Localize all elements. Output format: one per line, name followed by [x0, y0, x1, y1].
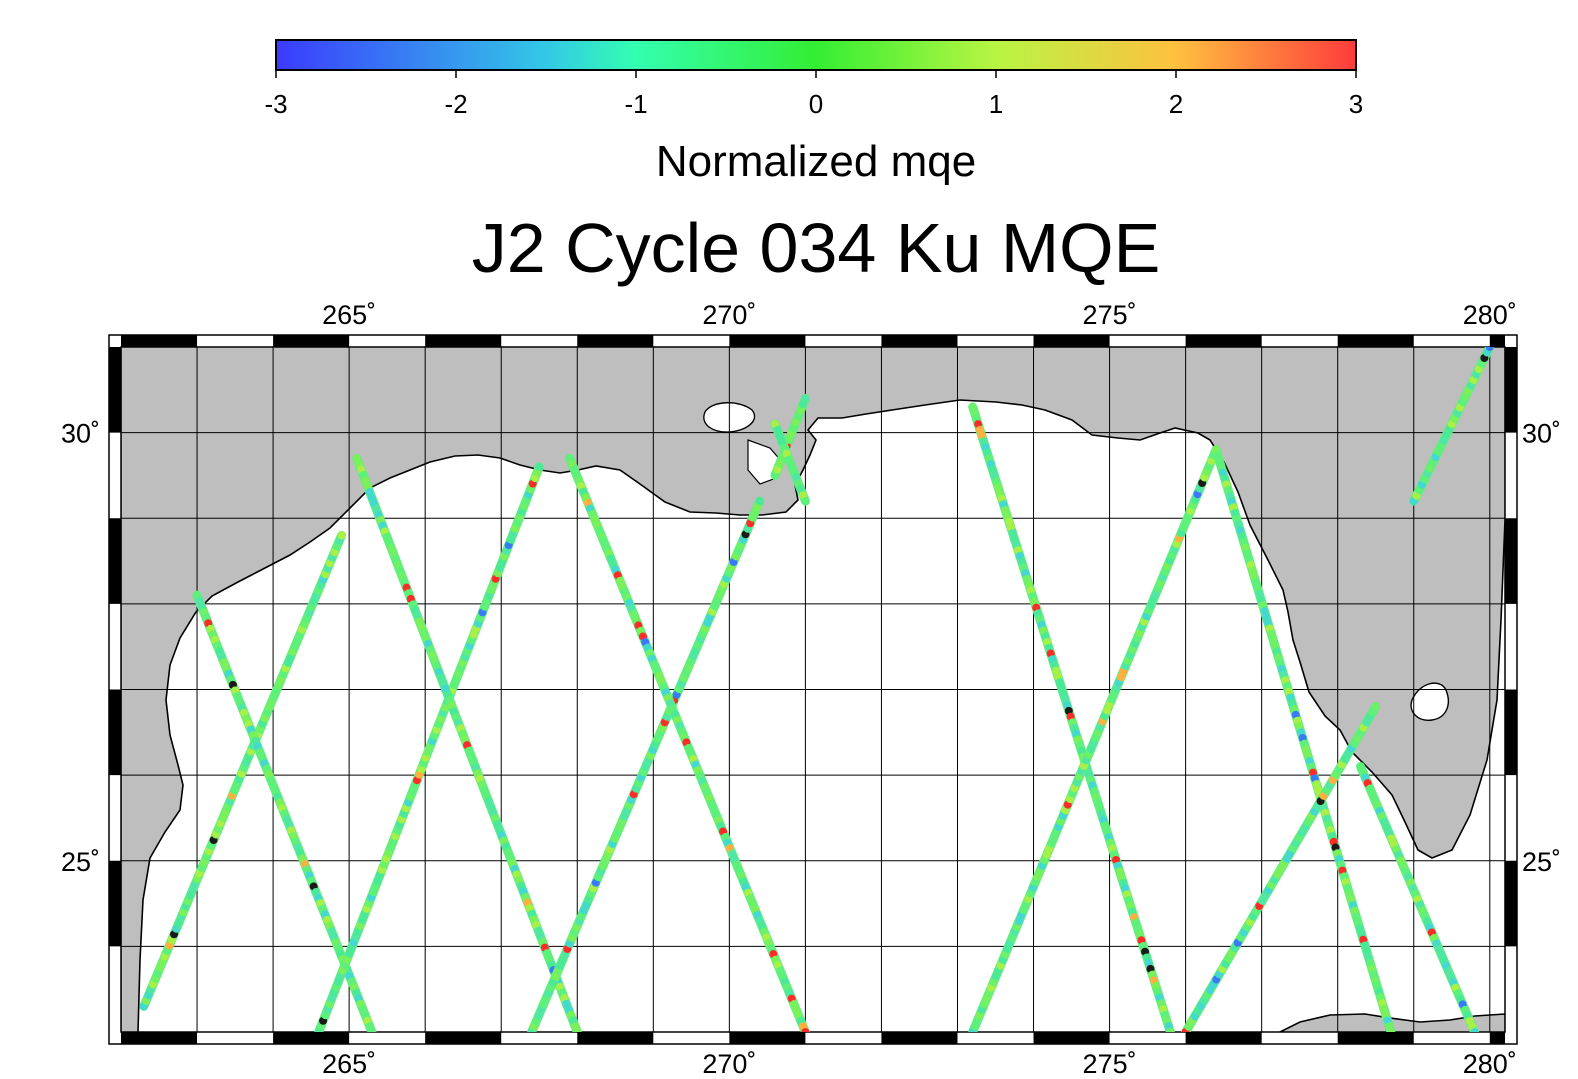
track-12 [1181, 702, 1381, 1032]
frame-segment-bottom [881, 1032, 958, 1044]
track-14 [1409, 347, 1495, 506]
track-1 [139, 530, 347, 1011]
frame-segment-bottom [729, 1032, 806, 1044]
frame-segment-top [881, 335, 958, 347]
frame-segment-bottom [425, 1032, 502, 1044]
colorbar-tick-label: -1 [624, 89, 647, 119]
lat-label-right: 25˚ [1522, 847, 1561, 877]
colorbar-tick-label: 2 [1169, 89, 1183, 119]
lake-okeechobee [1410, 682, 1450, 721]
track-point [1470, 1028, 1479, 1032]
frame-segment-top [1337, 335, 1414, 347]
map-title: J2 Cycle 034 Ku MQE [472, 209, 1161, 287]
lat-labels-right: 30˚ 25˚ [1522, 419, 1561, 877]
colorbar-ticks: -3 -2 -1 0 1 2 3 [264, 70, 1363, 119]
frame-segment-top [1033, 335, 1110, 347]
land-us-gulf-coast [121, 347, 1505, 1032]
lon-label-top: 265˚ [322, 300, 376, 330]
frame-segment-left [109, 347, 121, 433]
lat-label-left: 25˚ [61, 847, 100, 877]
frame-segment-left [109, 518, 121, 604]
frame-segment-top [729, 335, 806, 347]
track-point [801, 497, 810, 506]
track-point [1371, 702, 1380, 711]
track-9 [968, 402, 1175, 1032]
track-8 [770, 419, 810, 506]
frame-segment-right [1505, 518, 1517, 604]
frame-segment-bottom [1033, 1032, 1110, 1044]
colorbar-tick-label: 1 [989, 89, 1003, 119]
lon-label-bottom: 270˚ [702, 1049, 756, 1079]
frame-segment-top [577, 335, 654, 347]
track-6 [565, 453, 810, 1032]
track-point [573, 1028, 582, 1032]
track-point [801, 394, 810, 403]
lon-label-top: 275˚ [1083, 300, 1137, 330]
colorbar-tick-label: 3 [1349, 89, 1363, 119]
track-11 [1211, 445, 1396, 1032]
frame-segment-bottom [1489, 1032, 1505, 1044]
track-point [755, 497, 764, 506]
frame-segment-top [121, 335, 198, 347]
lon-label-top: 270˚ [702, 300, 756, 330]
track-point [367, 1028, 376, 1032]
frame-segment-top [425, 335, 502, 347]
track-5 [527, 496, 765, 1032]
frame-segment-bottom [577, 1032, 654, 1044]
frame-segment-bottom [121, 1032, 198, 1044]
colorbar-ramp [275, 39, 1357, 71]
map-content [121, 347, 1505, 1032]
lat-labels-left: 30˚ 25˚ [61, 419, 100, 877]
track-point [535, 462, 544, 471]
track-point [337, 531, 346, 540]
colorbar-label: Normalized mqe [656, 137, 976, 186]
frame-segment-bottom [273, 1032, 350, 1044]
frame-segment-top [1185, 335, 1262, 347]
lon-label-bottom: 275˚ [1083, 1049, 1137, 1079]
colorbar-tick-label: -2 [444, 89, 467, 119]
track-13 [1356, 762, 1480, 1032]
colorbar-tick-label: -3 [264, 89, 287, 119]
track-3 [314, 462, 544, 1032]
frame-segment-bottom [1337, 1032, 1414, 1044]
colorbar: -3 -2 -1 0 1 2 3 Normalized mqe [264, 39, 1363, 186]
altimeter-tracks [139, 347, 1495, 1032]
lon-labels-top: 265˚ 270˚ 275˚ 280˚ [322, 300, 1517, 330]
lat-label-right: 30˚ [1522, 419, 1561, 449]
frame-segment-left [109, 860, 121, 947]
frame-segment-top [273, 335, 350, 347]
frame-segment-right [1505, 860, 1517, 947]
track-point [1386, 1028, 1395, 1032]
lon-label-bottom: 265˚ [322, 1049, 376, 1079]
frame-segment-top [1489, 335, 1505, 347]
map-frame-ticks [109, 335, 1517, 1044]
frame-segment-bottom [1185, 1032, 1262, 1044]
track-10 [968, 445, 1221, 1032]
track-point [801, 1028, 810, 1032]
frame-segment-right [1505, 689, 1517, 776]
lon-label-top: 280˚ [1463, 300, 1517, 330]
track-point [1166, 1028, 1175, 1032]
colorbar-tick-label: 0 [809, 89, 823, 119]
track-point [1485, 347, 1494, 351]
frame-segment-right [1505, 347, 1517, 433]
lon-labels-bottom: 265˚ 270˚ 275˚ 280˚ [322, 1049, 1517, 1079]
lon-label-bottom: 280˚ [1463, 1049, 1517, 1079]
lat-label-left: 30˚ [61, 419, 100, 449]
frame-segment-left [109, 689, 121, 776]
